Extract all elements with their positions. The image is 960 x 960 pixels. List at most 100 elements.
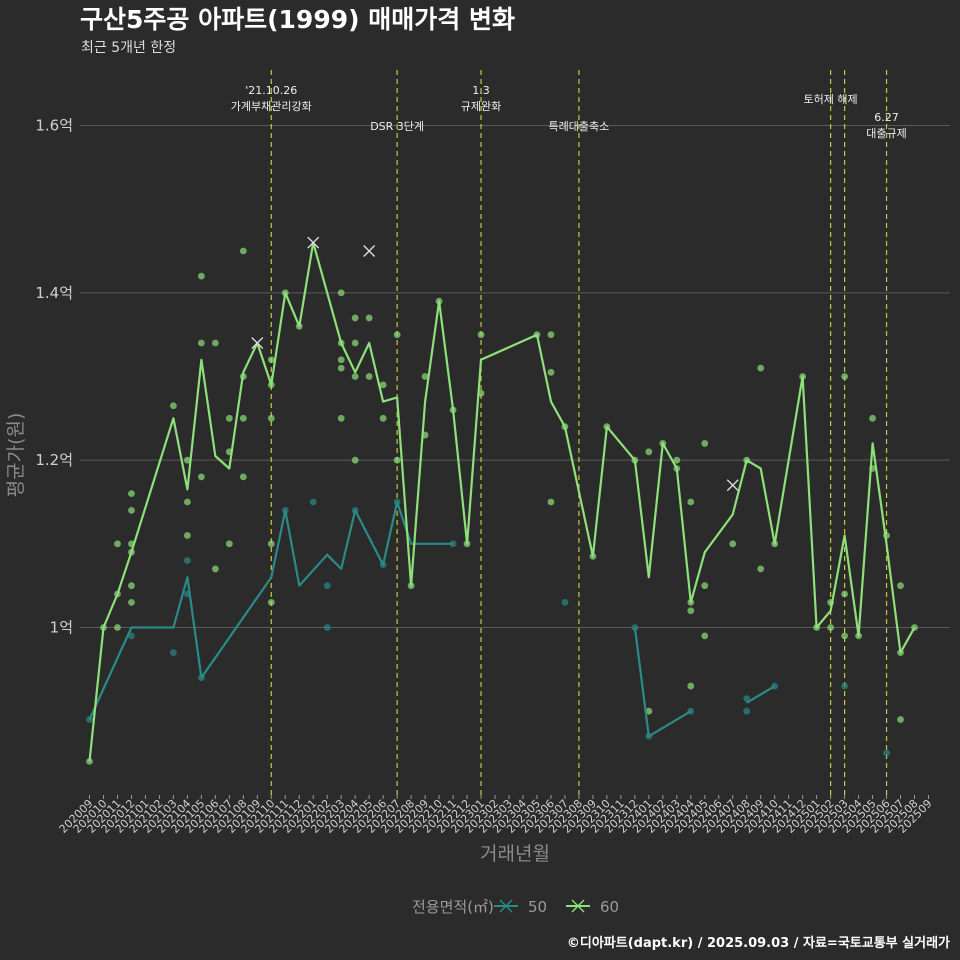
chart-subtitle: 최근 5개년 한정 [81, 40, 176, 56]
x-tick-labels: 2020092020102020112020122021012021022021… [57, 795, 935, 836]
cross-marker [307, 236, 320, 249]
data-point [183, 532, 191, 539]
data-point [323, 624, 331, 631]
data-point [128, 490, 135, 498]
data-point [631, 624, 639, 631]
event-label: 특례대출축소 [549, 120, 610, 133]
data-point [687, 682, 695, 690]
data-point [197, 339, 205, 347]
data-point [827, 624, 835, 631]
y-tick-label: 1.2억 [35, 451, 73, 469]
legend-label: 60 [600, 898, 619, 916]
cross-stroke [726, 479, 739, 492]
data-point [897, 716, 904, 723]
series-line [88, 500, 454, 720]
data-point [841, 682, 848, 690]
event-label: 대출규제 [866, 127, 906, 140]
y-tick-label: 1.6억 [35, 117, 73, 135]
data-point [547, 331, 555, 339]
series-line [633, 627, 692, 738]
data-point [687, 607, 695, 615]
data-point [267, 540, 275, 548]
legend-item: 60 [566, 898, 619, 916]
data-point [365, 373, 373, 380]
source-caption: ©디아파트(dapt.kr) / 2025.09.03 / 자료=국토교통부 실… [567, 935, 950, 951]
data-point [351, 373, 359, 380]
data-point [757, 565, 765, 573]
event-label: 토허제 해제 [804, 92, 858, 106]
data-point [225, 414, 233, 422]
data-point [197, 473, 205, 481]
y-axis-label: 평균가(원) [5, 413, 27, 498]
data-point [379, 414, 387, 422]
cross-stroke [251, 337, 264, 350]
data-point [673, 456, 681, 464]
data-point [239, 473, 247, 481]
legend-item: 50 [494, 898, 547, 916]
data-point [183, 456, 191, 464]
data-point [841, 590, 848, 598]
data-point [701, 582, 709, 590]
cross-marker [726, 479, 739, 492]
data-point [351, 456, 359, 464]
data-point [183, 498, 191, 506]
data-point [645, 448, 653, 456]
event-label: '21.10.26 [245, 84, 297, 97]
event-label: DSR 3단계 [370, 120, 424, 133]
data-point [883, 749, 890, 757]
data-point [645, 707, 653, 715]
data-point [687, 498, 695, 506]
data-point [128, 582, 135, 590]
data-point [379, 381, 387, 389]
series-line [746, 685, 776, 704]
data-point [170, 402, 177, 410]
data-point [170, 649, 177, 656]
data-point [323, 582, 331, 590]
data-point [547, 498, 555, 506]
data-point [267, 599, 275, 606]
data-point [183, 557, 191, 564]
data-point [393, 331, 401, 339]
data-point [211, 565, 219, 573]
data-point [743, 695, 751, 703]
data-point [743, 707, 751, 715]
chart-title: 구산5주공 아파트(1999) 매매가격 변화 [80, 5, 515, 34]
event-label: 규제완화 [461, 100, 501, 113]
x-axis-label: 거래년월 [480, 843, 550, 865]
data-point [365, 314, 373, 322]
data-point [757, 364, 765, 372]
data-point [393, 456, 401, 464]
data-point [897, 582, 904, 590]
data-point [309, 498, 317, 506]
data-point [128, 599, 135, 606]
data-point [477, 331, 485, 339]
data-point [337, 414, 345, 422]
data-point [421, 373, 429, 380]
series-line [88, 241, 916, 762]
data-point [239, 247, 247, 255]
data-point [114, 540, 121, 548]
data-point [841, 632, 848, 640]
data-point [701, 632, 709, 640]
event-label: 1.3 [472, 84, 490, 97]
grid-lines [80, 125, 950, 628]
data-point [351, 314, 359, 322]
event-label: 가계부채관리강화 [231, 100, 312, 113]
data-point [729, 540, 737, 548]
data-point [128, 632, 135, 640]
cross-marker [363, 245, 376, 257]
legend-label: 50 [528, 898, 547, 916]
y-tick-labels: 1억 1.2억 1.4억 1.6억 [35, 117, 73, 637]
event-label: 6.27 [874, 111, 899, 124]
data-point [547, 368, 555, 376]
data-point [561, 599, 569, 606]
data-point [239, 414, 247, 422]
cross-stroke [307, 236, 320, 249]
data-point [337, 289, 345, 297]
y-tick-label: 1억 [50, 619, 73, 637]
data-point [267, 414, 275, 422]
data-point [337, 364, 345, 372]
data-point [841, 373, 848, 380]
y-tick-label: 1.4억 [35, 284, 73, 302]
